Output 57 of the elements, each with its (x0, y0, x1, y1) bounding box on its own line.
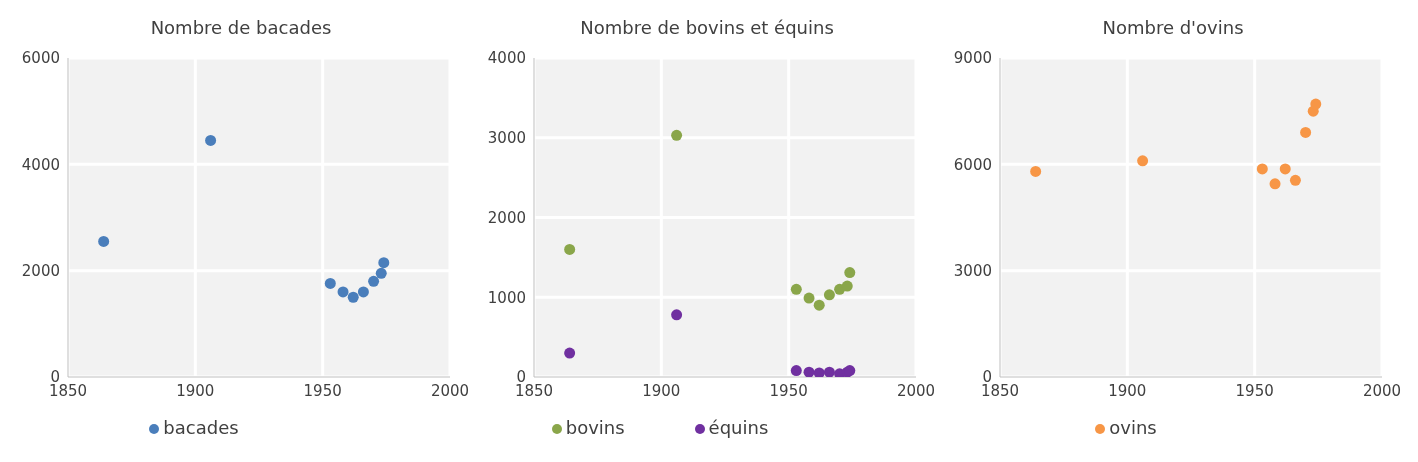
point (1137, 155, 1149, 167)
point (803, 366, 815, 377)
legend-label: équins (708, 417, 769, 438)
point (1310, 98, 1322, 110)
point (357, 286, 369, 298)
point (324, 277, 336, 289)
x-tick-label: 1900 (642, 381, 681, 400)
point (98, 235, 110, 247)
y-tick-label: 3000 (487, 129, 526, 148)
x-tick-label: 2000 (1362, 381, 1402, 400)
x-tick-label: 1900 (1108, 381, 1147, 400)
x-tick-label: 1900 (176, 381, 215, 400)
point (790, 365, 802, 377)
point (347, 291, 359, 303)
point (1269, 178, 1281, 190)
x-tick-label: 2000 (430, 381, 470, 400)
y-tick-label: 6000 (21, 49, 60, 68)
y-tick-label: 9000 (953, 49, 992, 68)
y-tick-label: 3000 (953, 261, 992, 280)
point (1030, 165, 1042, 177)
point (823, 289, 835, 301)
point (803, 292, 815, 304)
y-tick-label: 2000 (487, 208, 526, 227)
point (844, 267, 856, 279)
point (1289, 174, 1301, 186)
x-tick-label: 1950 (303, 381, 342, 400)
point (564, 243, 576, 255)
y-tick-label: 1000 (487, 288, 526, 307)
point (337, 286, 349, 298)
point (368, 275, 380, 287)
y-tick-label: 2000 (21, 261, 60, 280)
point (378, 257, 390, 269)
chart-title: Nombre de bovins et équins (579, 16, 835, 40)
x-tick-label: 1950 (1235, 381, 1274, 400)
y-tick-label: 6000 (953, 155, 992, 174)
point (1300, 126, 1312, 138)
legend-label: bovins (565, 417, 625, 438)
x-tick-label: 1950 (769, 381, 808, 400)
point (1279, 163, 1291, 175)
point (813, 299, 825, 311)
point (841, 280, 853, 292)
point (671, 129, 683, 141)
point (205, 134, 217, 146)
chart-title: Nombre d'ovins (1101, 16, 1245, 40)
point (564, 347, 576, 359)
legend-label: ovins (1109, 417, 1157, 438)
y-tick-label: 4000 (487, 49, 526, 68)
point (1256, 163, 1268, 175)
chart-title: Nombre de bacades (149, 16, 333, 40)
point (823, 366, 835, 377)
y-tick-label: 4000 (21, 155, 60, 174)
x-tick-label: 2000 (896, 381, 936, 400)
point (813, 367, 825, 377)
point (790, 283, 802, 295)
point (375, 267, 387, 279)
point (671, 309, 683, 321)
legend-label: bacades (163, 417, 239, 438)
